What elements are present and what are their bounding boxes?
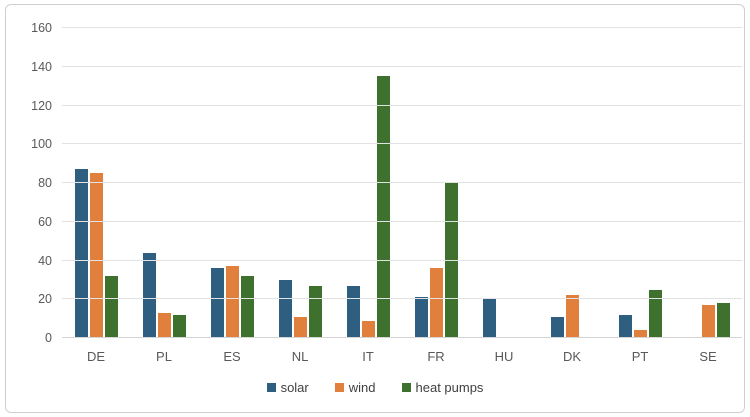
y-tick-label-120: 120 <box>31 98 52 113</box>
bar-wind-DE <box>89 173 103 338</box>
x-axis-label-PT: PT <box>631 349 649 364</box>
bar-group-SE <box>674 28 742 338</box>
x-axis-label-NL: NL <box>291 349 309 364</box>
x-axis-label-PL: PL <box>156 349 172 364</box>
bar-solar-DK <box>550 316 564 338</box>
gridline-40 <box>62 259 742 261</box>
plot-area <box>62 27 742 338</box>
bar-heat-pumps-IT <box>376 76 390 338</box>
bar-group-ES <box>198 28 266 338</box>
bar-solar-DE <box>74 169 88 338</box>
y-tick-label-140: 140 <box>31 59 52 74</box>
y-tick-label-0: 0 <box>45 331 52 345</box>
x-axis-label-HU: HU <box>494 349 514 364</box>
bar-heat-pumps-NL <box>308 285 322 338</box>
bar-solar-NL <box>278 279 292 338</box>
gridline-0 <box>62 337 742 338</box>
legend-label-heat-pumps: heat pumps <box>415 380 484 395</box>
bar-group-NL <box>266 28 334 338</box>
bar-group-HU <box>470 28 538 338</box>
legend-swatch-wind <box>334 383 344 392</box>
bar-group-DE <box>62 28 130 338</box>
gridline-140 <box>62 65 742 67</box>
bar-group-FR <box>402 28 470 338</box>
bar-wind-IT <box>361 320 375 338</box>
bar-wind-NL <box>293 316 307 338</box>
x-axis-labels: DE PL ES NL IT FR HU DK PT SE <box>62 349 742 365</box>
bar-solar-PT <box>618 314 632 338</box>
bar-solar-FR <box>414 297 428 338</box>
y-tick-label-60: 60 <box>38 214 52 229</box>
bar-heat-pumps-ES <box>240 276 254 338</box>
legend-label-solar: solar <box>280 380 309 395</box>
bar-wind-PL <box>157 312 171 338</box>
x-axis-label-DK: DK <box>562 349 582 364</box>
legend-item-solar: solar <box>266 380 309 395</box>
bar-solar-ES <box>210 268 224 338</box>
legend: solar wind heat pumps <box>6 380 744 395</box>
bar-heat-pumps-DE <box>104 276 118 338</box>
legend-item-heat-pumps: heat pumps <box>401 380 484 395</box>
gridline-80 <box>62 182 742 183</box>
bar-heat-pumps-PL <box>172 314 186 338</box>
bar-solar-IT <box>346 285 360 338</box>
gridline-160 <box>62 27 742 28</box>
bar-wind-SE <box>701 305 715 338</box>
y-axis: 0 20 40 60 80 100 120 140 160 <box>6 5 52 417</box>
y-tick-label-160: 160 <box>31 21 52 35</box>
gridline-20 <box>62 298 742 300</box>
bar-heat-pumps-FR <box>444 183 458 338</box>
y-tick-label-20: 20 <box>38 292 52 307</box>
legend-item-wind: wind <box>334 380 376 395</box>
bar-wind-ES <box>225 266 239 338</box>
x-axis-label-ES: ES <box>223 349 241 364</box>
bar-heat-pumps-SE <box>716 303 730 338</box>
bar-solar-HU <box>482 299 496 338</box>
bar-wind-FR <box>429 268 443 338</box>
bar-group-PL <box>130 28 198 338</box>
bar-groups <box>62 28 742 338</box>
bar-group-PT <box>606 28 674 338</box>
x-axis-label-IT: IT <box>362 349 374 364</box>
gridline-60 <box>62 220 742 222</box>
bar-group-IT <box>334 28 402 338</box>
x-axis-label-DE: DE <box>86 349 106 364</box>
x-axis-label-SE: SE <box>699 349 717 364</box>
y-tick-label-40: 40 <box>38 253 52 268</box>
bar-wind-DK <box>565 295 579 338</box>
y-tick-label-100: 100 <box>31 137 52 152</box>
legend-swatch-heat-pumps <box>401 383 411 392</box>
gridline-120 <box>62 104 742 106</box>
bar-wind-PT <box>633 330 647 338</box>
y-tick-label-80: 80 <box>38 176 52 190</box>
x-axis-label-FR: FR <box>427 349 445 364</box>
legend-label-wind: wind <box>348 380 376 395</box>
chart-frame: 0 20 40 60 80 100 120 140 160 DE PL ES NL IT FR HU DK PT… <box>5 4 745 413</box>
legend-swatch-solar <box>266 383 276 392</box>
bar-group-DK <box>538 28 606 338</box>
gridline-100 <box>62 143 742 145</box>
bar-heat-pumps-PT <box>648 289 662 338</box>
bar-solar-PL <box>142 252 156 338</box>
